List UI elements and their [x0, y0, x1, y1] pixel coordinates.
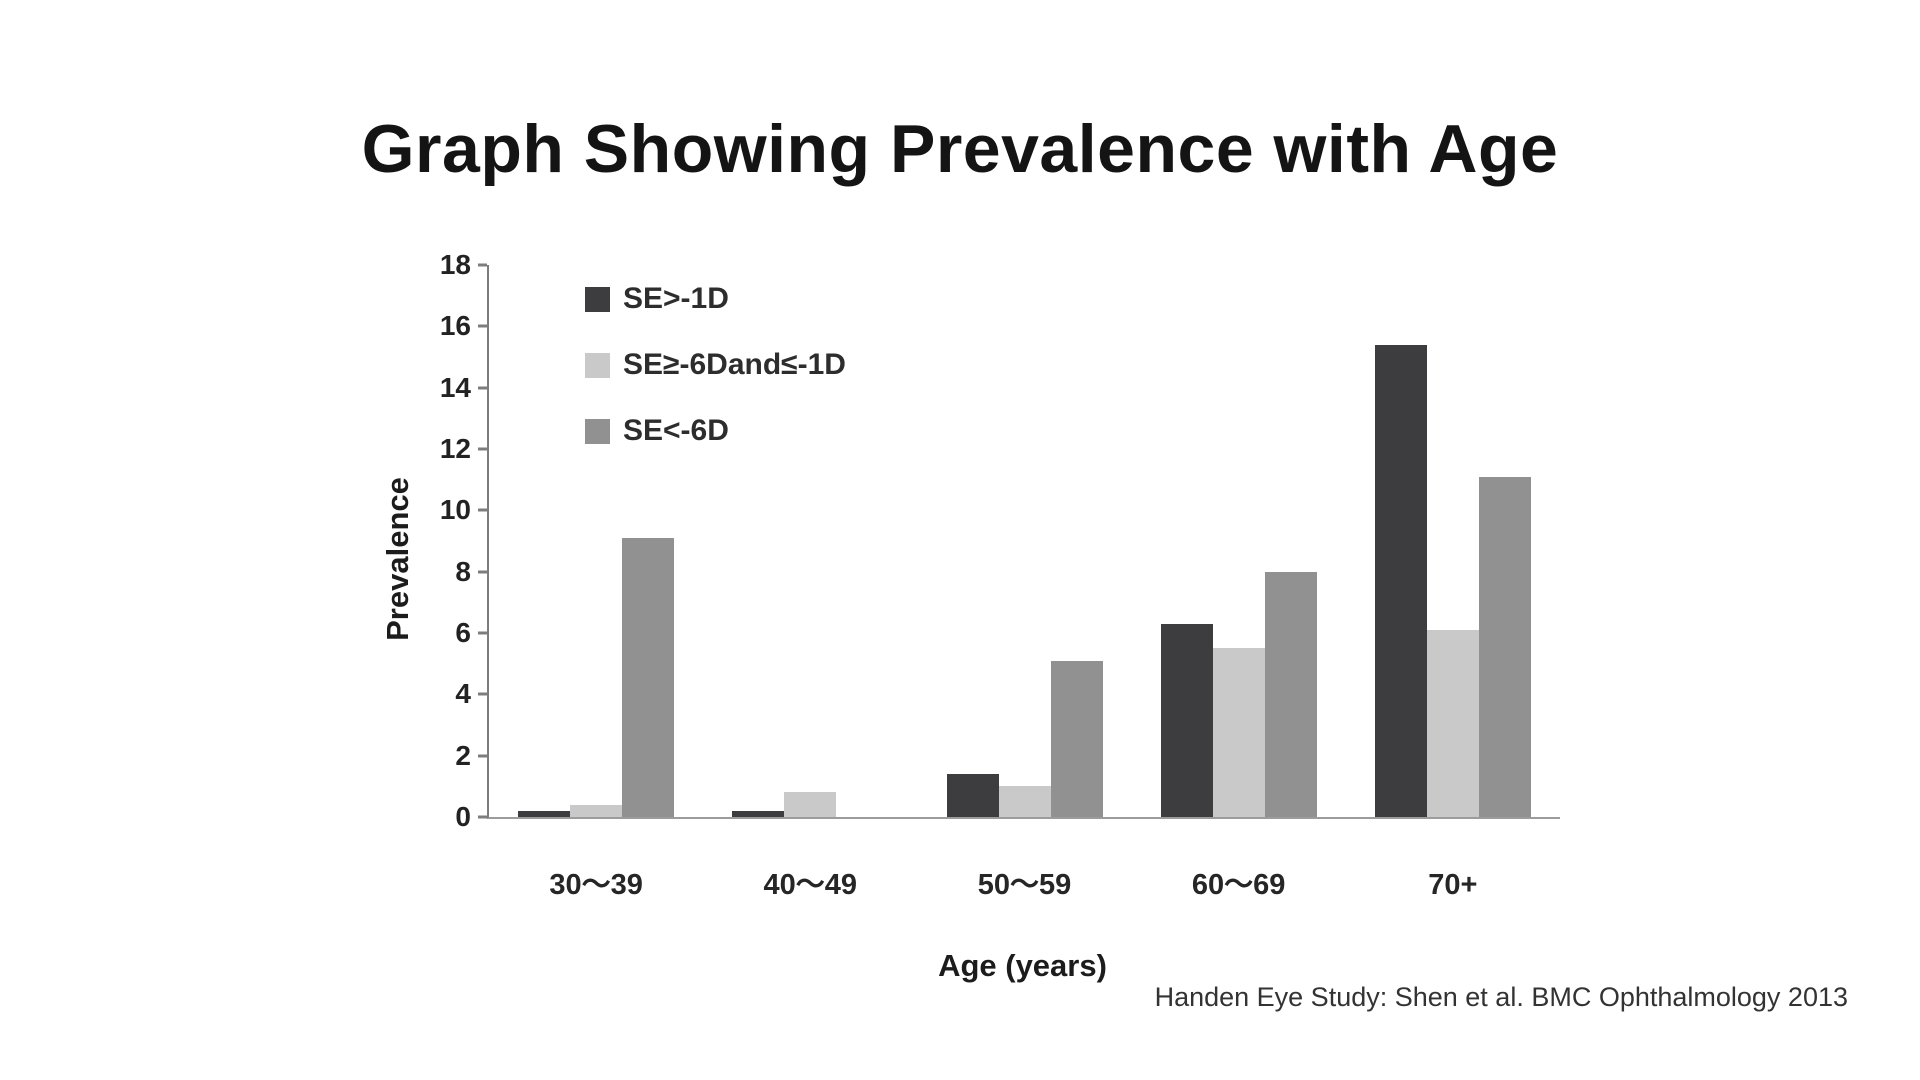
- x-tick-label: 60～69: [1191, 869, 1286, 901]
- bar-50～59-SE>-1D: [946, 774, 999, 817]
- bar-60～69-SE≥-6Dand≤-1D: [1212, 648, 1265, 817]
- legend: SE>-1D SE≥-6Dand≤-1D SE<-6D: [585, 283, 846, 481]
- y-tick-mark: [478, 631, 487, 635]
- y-tick-label: 2: [455, 739, 471, 771]
- y-tick-label: 6: [455, 617, 471, 648]
- bar-70+-SE<-6D: [1478, 476, 1531, 817]
- bar-60～69-SE<-6D: [1264, 571, 1317, 817]
- y-tick-label: 18: [439, 249, 471, 280]
- bar-60～69-SE>-1D: [1160, 623, 1213, 817]
- bar-30～39-SE<-6D: [622, 537, 675, 817]
- bar-70+-SE≥-6Dand≤-1D: [1426, 629, 1479, 817]
- legend-label: SE≥-6Dand≤-1D: [623, 348, 846, 381]
- legend-swatch-icon: [585, 352, 610, 378]
- y-tick-mark: [478, 692, 487, 696]
- x-tick-label: 40～49: [763, 869, 858, 901]
- legend-label: SE<-6D: [623, 414, 729, 447]
- bar-40～49-SE>-1D: [732, 810, 785, 817]
- y-tick-mark: [478, 570, 487, 574]
- legend-entry: SE>-1D: [585, 283, 846, 315]
- y-tick-label: 8: [455, 555, 471, 587]
- bar-30～39-SE≥-6Dand≤-1D: [570, 804, 623, 817]
- legend-entry: SE≥-6Dand≤-1D: [585, 349, 846, 381]
- y-tick-label: 16: [439, 310, 471, 342]
- y-tick-mark: [478, 508, 487, 512]
- y-tick-label: 4: [455, 678, 471, 710]
- y-tick-mark: [478, 815, 487, 819]
- x-tick-label: 70+: [1428, 869, 1478, 901]
- bar-70+-SE>-1D: [1374, 344, 1427, 817]
- y-tick-mark: [478, 447, 487, 451]
- y-tick-label: 10: [439, 494, 471, 526]
- source-caption: Handen Eye Study: Shen et al. BMC Ophtha…: [1154, 982, 1848, 1012]
- bar-50～59-SE≥-6Dand≤-1D: [998, 786, 1051, 817]
- bar-30～39-SE>-1D: [518, 810, 571, 817]
- y-tick-label: 14: [439, 371, 471, 403]
- chart-title: Graph Showing Prevalence with Age: [361, 111, 1559, 187]
- x-axis-label: Age (years): [938, 948, 1107, 983]
- plot-area: SE>-1D SE≥-6Dand≤-1D SE<-6D 0 2 4 6 8 10 12 14 16 1…: [440, 251, 1560, 900]
- y-tick-mark: [478, 324, 487, 328]
- legend-label: SE>-1D: [623, 282, 729, 315]
- x-tick-label: 30～39: [549, 869, 643, 901]
- y-tick-label: 0: [455, 801, 471, 832]
- y-tick-mark: [478, 754, 487, 758]
- x-tick-label: 50～59: [977, 869, 1072, 901]
- legend-entry: SE<-6D: [585, 415, 846, 447]
- y-tick-mark: [478, 263, 487, 267]
- bar-40～49-SE≥-6Dand≤-1D: [784, 792, 837, 817]
- legend-swatch-icon: [585, 286, 610, 312]
- y-tick-label: 12: [439, 433, 471, 464]
- legend-swatch-icon: [585, 418, 610, 444]
- y-tick-mark: [478, 386, 487, 390]
- bar-50～59-SE<-6D: [1050, 660, 1103, 817]
